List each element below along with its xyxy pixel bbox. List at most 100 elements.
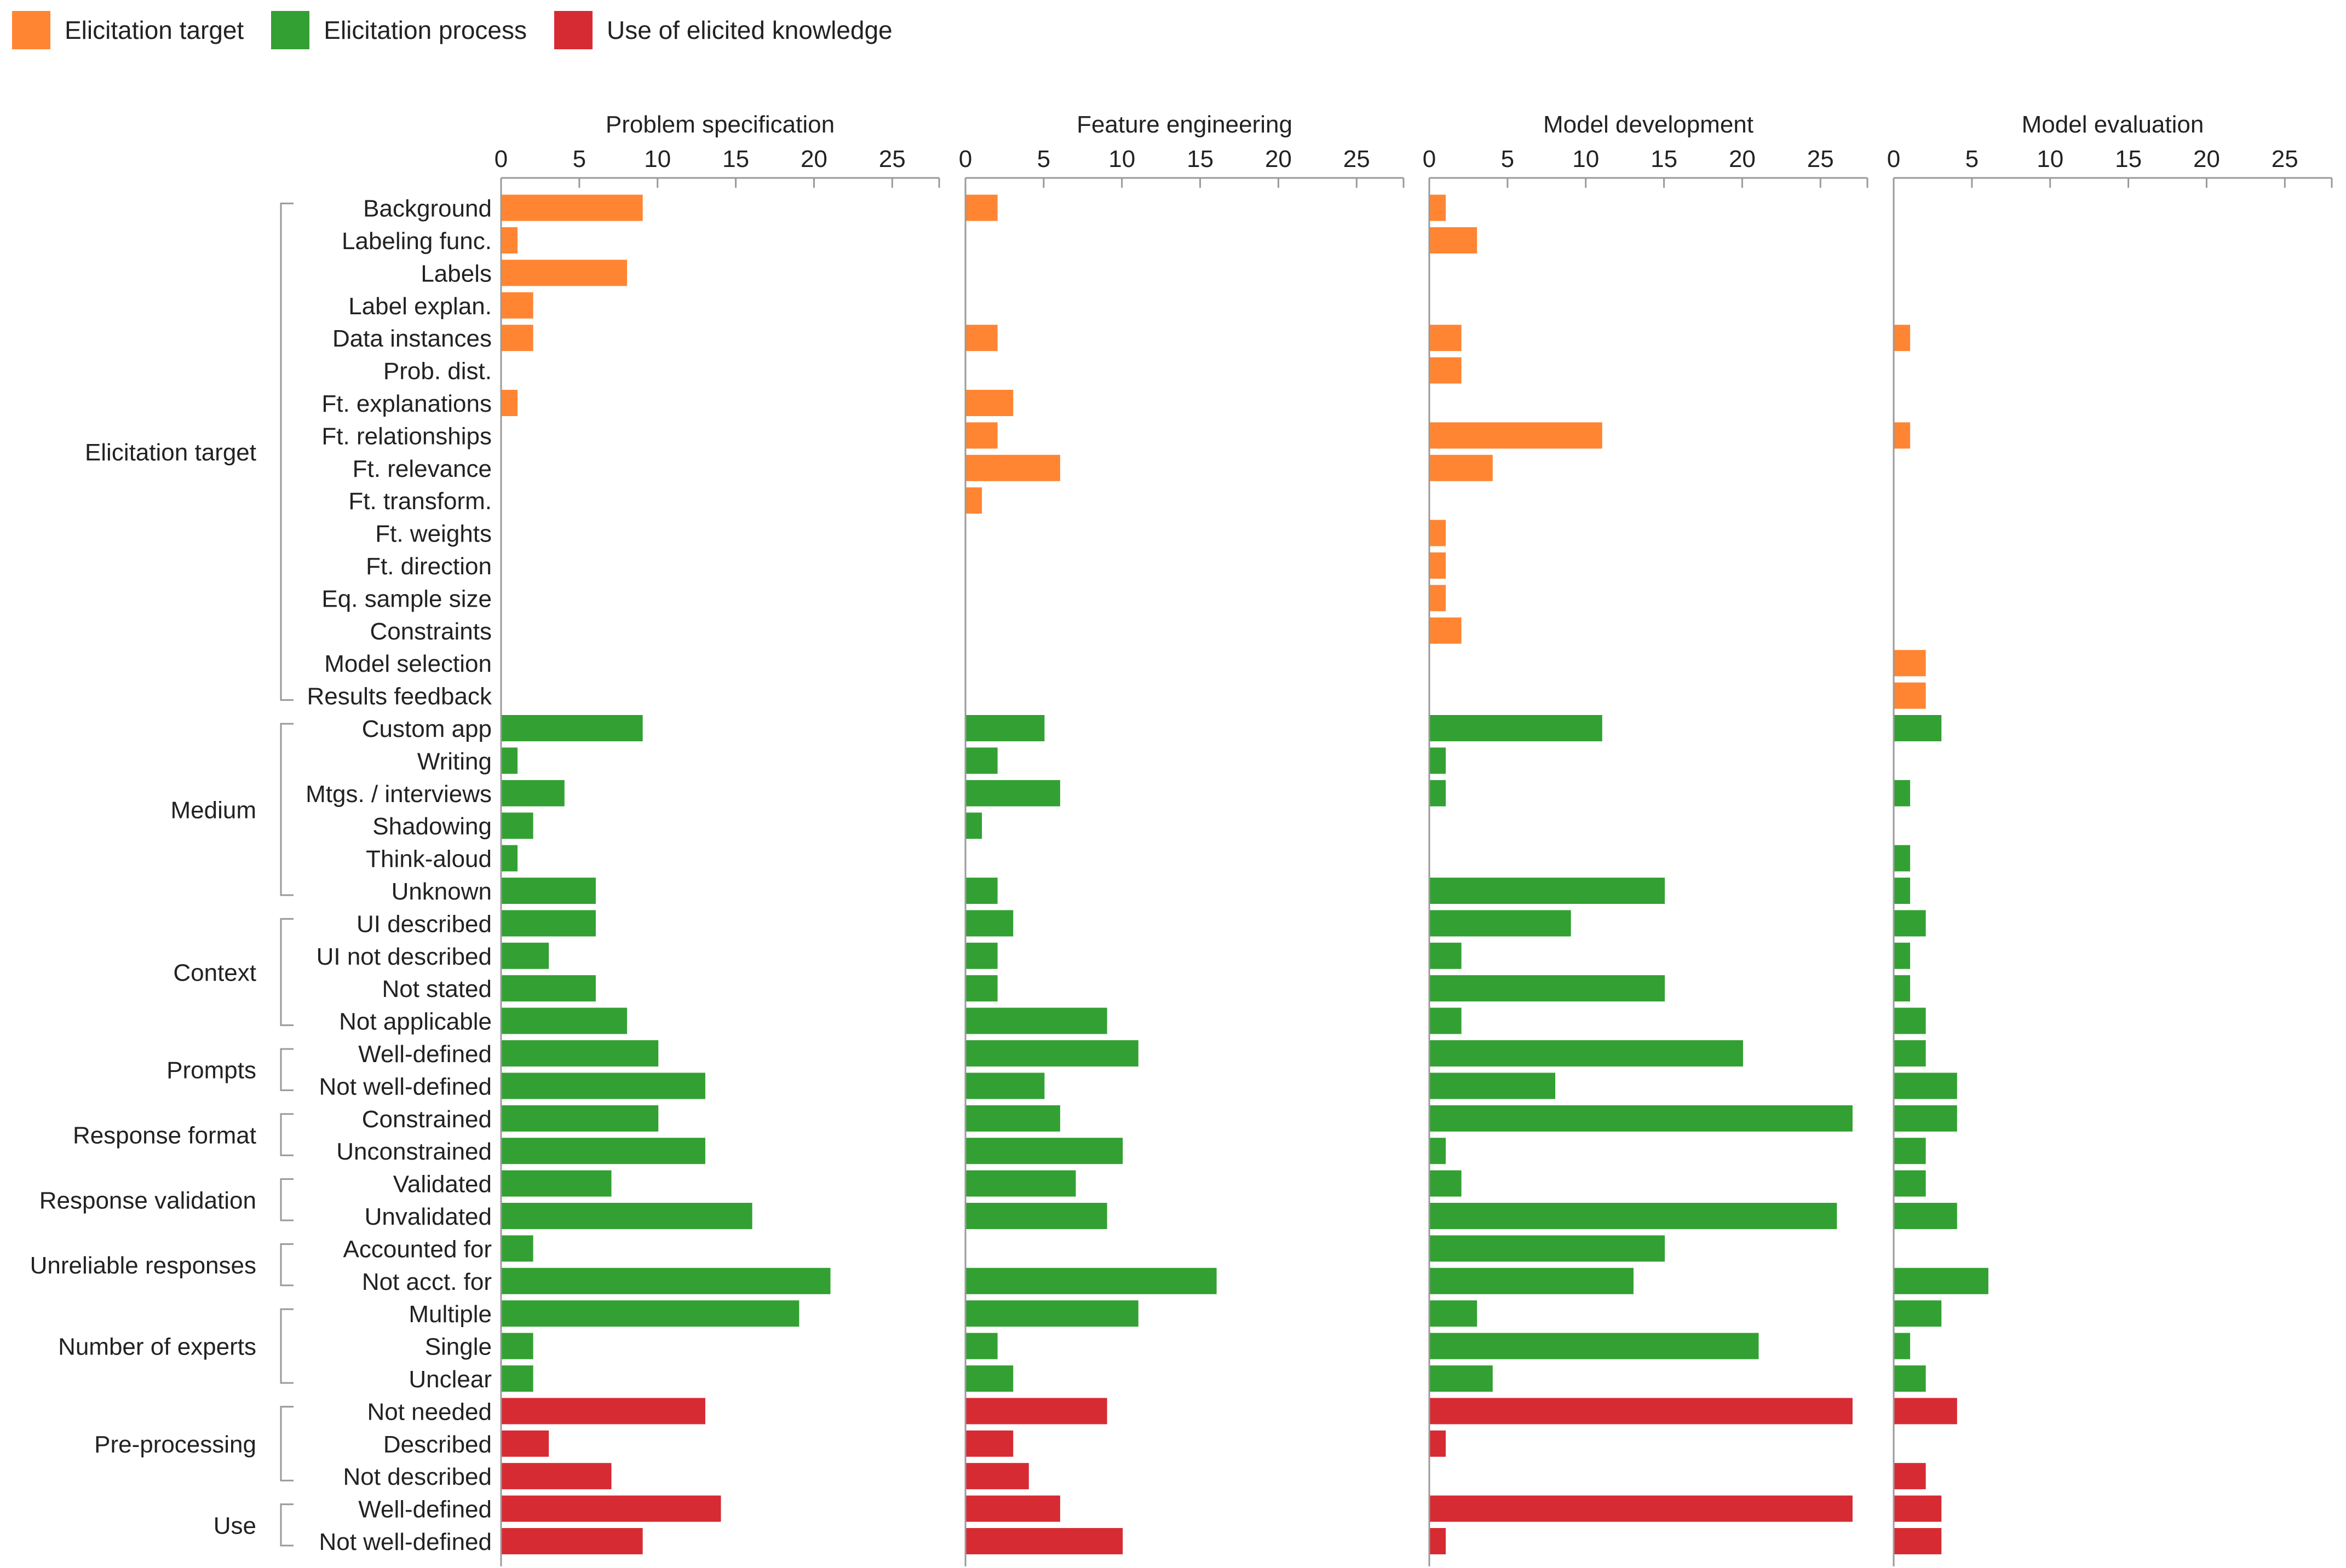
row-label: UI described bbox=[357, 910, 492, 937]
bar bbox=[502, 1528, 643, 1554]
bar bbox=[966, 975, 998, 1002]
bar bbox=[502, 812, 533, 839]
bar bbox=[502, 1267, 831, 1294]
bar bbox=[1430, 194, 1446, 221]
panel-title: Problem specification bbox=[606, 111, 835, 138]
group-bracket bbox=[280, 203, 294, 701]
bar bbox=[1430, 552, 1446, 579]
row-label: Not needed bbox=[367, 1398, 492, 1425]
row-label: Not well-defined bbox=[319, 1073, 492, 1100]
x-tick-label: 25 bbox=[1343, 146, 1370, 172]
group-bracket bbox=[280, 918, 294, 1027]
row-label: Ft. relevance bbox=[353, 456, 492, 482]
row-label: Unclear bbox=[409, 1366, 492, 1393]
bar bbox=[1894, 975, 1911, 1002]
group-bracket bbox=[280, 1308, 294, 1384]
bar bbox=[502, 1235, 533, 1262]
row-label: Eq. sample size bbox=[321, 585, 492, 612]
x-tick-label: 20 bbox=[1265, 146, 1292, 172]
x-tick-label: 20 bbox=[801, 146, 827, 172]
row-label: Think-aloud bbox=[366, 846, 492, 873]
bar bbox=[966, 1333, 998, 1359]
bar bbox=[1430, 617, 1462, 644]
bar bbox=[966, 1398, 1107, 1425]
row-label: Background bbox=[363, 195, 492, 222]
bar bbox=[1894, 715, 1942, 741]
bar bbox=[1430, 1398, 1853, 1425]
bar bbox=[1430, 1300, 1477, 1327]
panel-title: Model development bbox=[1543, 111, 1753, 138]
panel-title: Model evaluation bbox=[2022, 111, 2204, 138]
bar bbox=[1430, 1267, 1634, 1294]
bar bbox=[966, 1463, 1029, 1490]
bar bbox=[1430, 878, 1665, 904]
row-label: Model selection bbox=[324, 650, 492, 677]
bar bbox=[1430, 1235, 1665, 1262]
row-label: Not described bbox=[343, 1463, 492, 1490]
bar bbox=[1894, 1073, 1957, 1099]
row-label: Label explan. bbox=[348, 293, 492, 320]
x-tick-label: 10 bbox=[1108, 146, 1135, 172]
bar bbox=[1430, 1333, 1759, 1359]
legend-item-elicitation-process: Elicitation process bbox=[271, 11, 527, 49]
bar bbox=[966, 325, 998, 351]
row-label: Not stated bbox=[382, 976, 492, 1002]
x-tick-label: 10 bbox=[2037, 146, 2063, 172]
bar bbox=[1894, 1105, 1957, 1132]
row-label: Shadowing bbox=[372, 813, 492, 840]
group-label: Elicitation target bbox=[85, 439, 256, 466]
row-label: Writing bbox=[417, 748, 492, 775]
bar bbox=[1894, 780, 1911, 806]
bar bbox=[1894, 910, 1926, 937]
x-tick-label: 25 bbox=[2272, 146, 2298, 172]
group-label: Use bbox=[214, 1512, 256, 1539]
bar bbox=[1894, 1040, 1926, 1067]
bar bbox=[502, 194, 643, 221]
row-label: Well-defined bbox=[358, 1496, 492, 1523]
group-bracket bbox=[280, 1178, 294, 1221]
row-label: Accounted for bbox=[343, 1236, 492, 1263]
bar bbox=[502, 780, 565, 806]
x-tick-label: 5 bbox=[1501, 146, 1514, 172]
legend-label: Use of elicited knowledge bbox=[607, 16, 893, 44]
bar bbox=[502, 325, 533, 351]
row-label: Constrained bbox=[362, 1106, 492, 1133]
row-label: Ft. explanations bbox=[321, 390, 492, 417]
bar bbox=[1430, 1365, 1493, 1392]
bar bbox=[1894, 682, 1926, 709]
bar bbox=[1894, 650, 1926, 677]
bar bbox=[502, 1463, 612, 1490]
row-label: Labels bbox=[421, 260, 492, 287]
row-label: Ft. weights bbox=[375, 521, 492, 547]
bar bbox=[1894, 422, 1911, 449]
row-label: Ft. transform. bbox=[348, 488, 492, 515]
bar bbox=[502, 390, 518, 416]
panel-title: Feature engineering bbox=[1077, 111, 1292, 138]
row-label: Unknown bbox=[392, 878, 492, 905]
row-label: UI not described bbox=[317, 943, 492, 970]
bar bbox=[1894, 325, 1911, 351]
group-label: Unreliable responses bbox=[30, 1252, 256, 1279]
bar bbox=[966, 715, 1045, 741]
bar bbox=[1894, 1398, 1957, 1425]
bar bbox=[966, 878, 998, 904]
legend-item-use-of-elicited-knowledge: Use of elicited knowledge bbox=[554, 11, 893, 49]
bar bbox=[966, 1365, 1014, 1392]
legend-label: Elicitation target bbox=[65, 16, 244, 44]
bar bbox=[1430, 1073, 1556, 1099]
bar bbox=[502, 1105, 659, 1132]
bar bbox=[966, 390, 1014, 416]
bar bbox=[1430, 585, 1446, 612]
bar bbox=[1430, 325, 1462, 351]
bar bbox=[502, 1073, 705, 1099]
bar bbox=[502, 1138, 705, 1165]
group-label: Context bbox=[173, 960, 256, 987]
x-tick-label: 15 bbox=[1651, 146, 1677, 172]
bar bbox=[966, 1528, 1123, 1554]
row-label: Not acct. for bbox=[362, 1269, 492, 1295]
bar bbox=[502, 845, 518, 872]
bar bbox=[1894, 1170, 1926, 1197]
bar bbox=[502, 1333, 533, 1359]
bar bbox=[1430, 1495, 1853, 1522]
bar bbox=[1430, 1203, 1837, 1229]
